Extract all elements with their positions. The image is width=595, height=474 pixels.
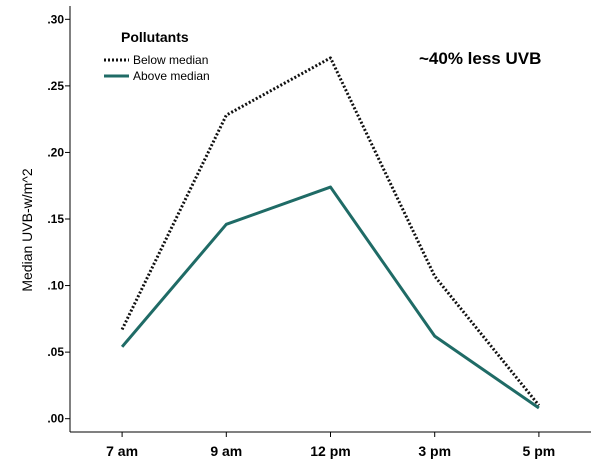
y-tick-label: .10 xyxy=(47,279,64,293)
series-line-above-median xyxy=(120,185,540,410)
legend-title: Pollutants xyxy=(121,29,189,45)
legend: Pollutants Below median Above median xyxy=(104,29,210,83)
x-tick-label: 7 am xyxy=(106,443,138,459)
y-tick-label: .25 xyxy=(47,79,64,93)
x-tick-label: 3 pm xyxy=(418,443,451,459)
series-line-below-median xyxy=(120,56,541,407)
x-tick-label: 9 am xyxy=(210,443,242,459)
legend-label-above-median: Above median xyxy=(133,69,210,83)
y-tick-label: .05 xyxy=(47,345,64,359)
y-tick-label: .00 xyxy=(47,412,64,426)
y-tick-label: .30 xyxy=(47,12,64,26)
x-axis-ticks: 7 am 9 am 12 pm 3 pm 5 pm xyxy=(106,432,555,459)
x-tick-label: 5 pm xyxy=(523,443,556,459)
legend-label-below-median: Below median xyxy=(133,53,208,67)
y-tick-label: .15 xyxy=(47,212,64,226)
series-lines xyxy=(120,56,541,410)
y-axis-ticks: .00 .05 .10 .15 .20 .25 .30 xyxy=(47,12,70,426)
y-axis-label: Median UVB-w/m^2 xyxy=(19,168,35,291)
x-tick-label: 12 pm xyxy=(310,443,350,459)
y-tick-label: .20 xyxy=(47,145,64,159)
annotation-less-uvb: ~40% less UVB xyxy=(419,49,541,68)
